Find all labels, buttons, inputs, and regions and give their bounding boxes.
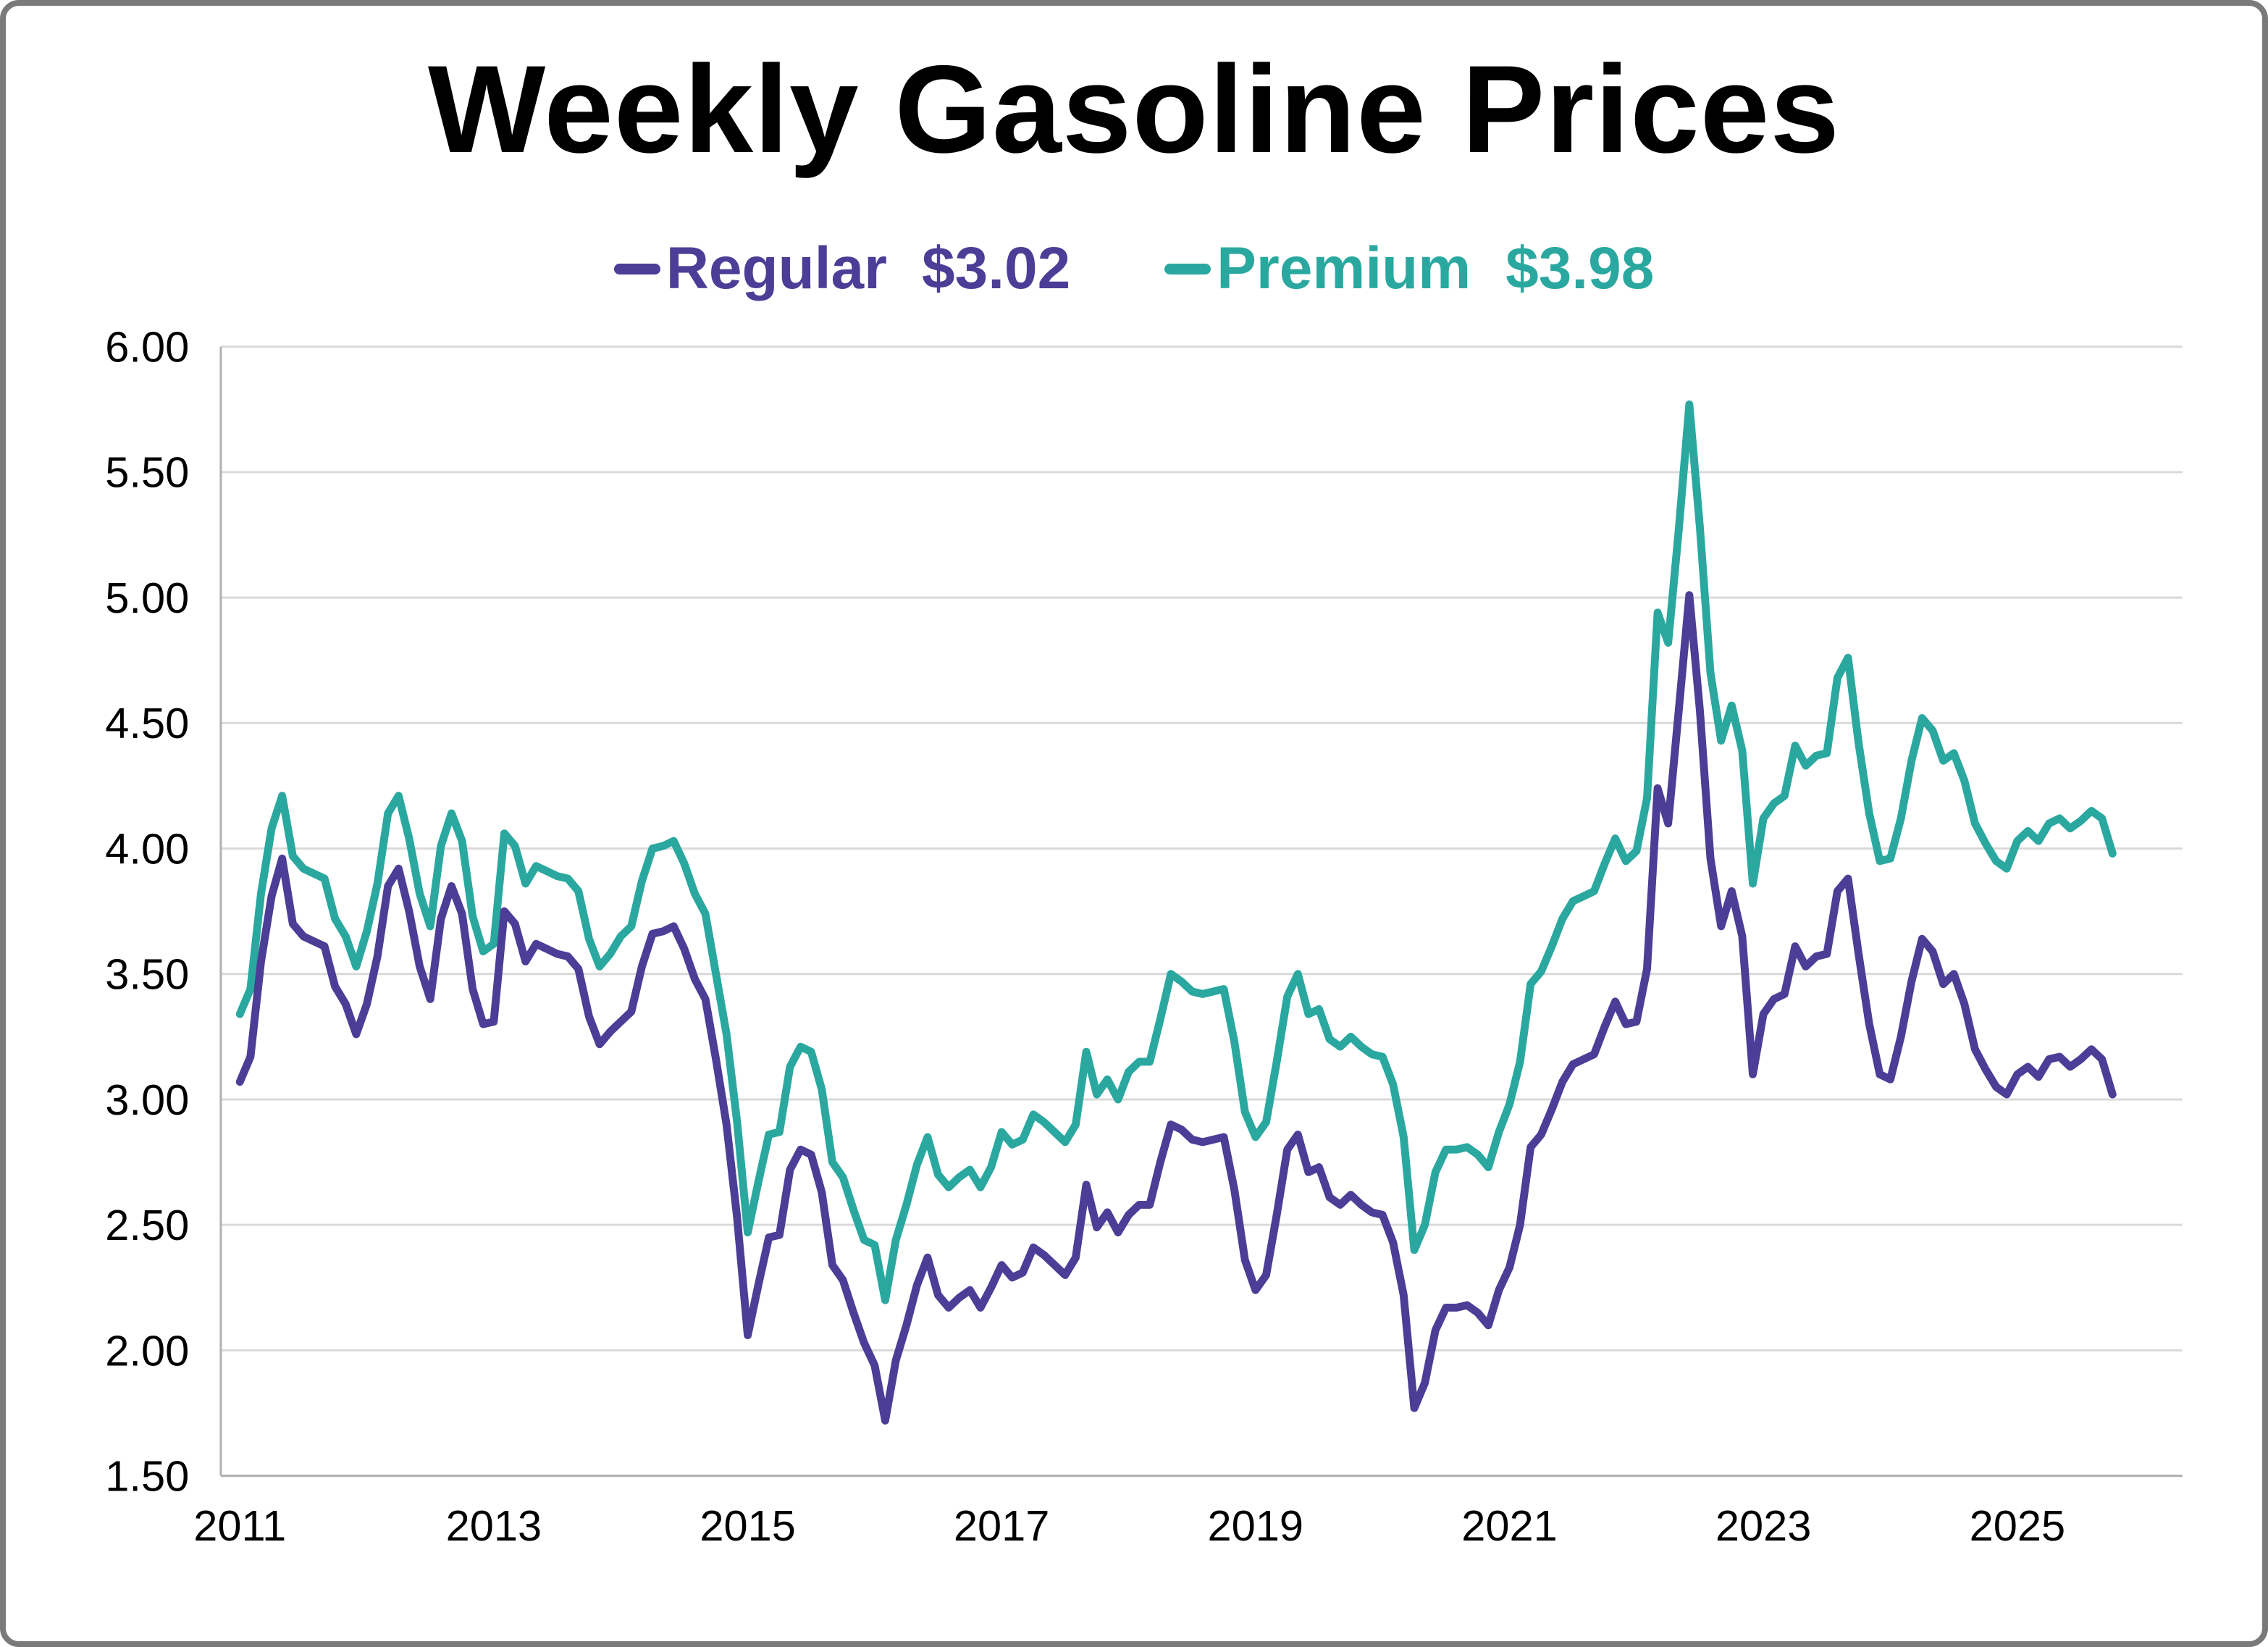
regular-price-line bbox=[235, 591, 2117, 1425]
y-axis-tick-label: 5.00 bbox=[105, 574, 189, 622]
x-axis-tick-label: 2019 bbox=[1208, 1501, 1304, 1550]
chart-title: Weekly Gasoline Prices bbox=[427, 40, 1841, 179]
legend-value-premium: $3.98 bbox=[1505, 235, 1655, 301]
legend-label-regular: Regular bbox=[665, 235, 887, 301]
y-axis-tick-label: 2.50 bbox=[105, 1201, 189, 1249]
y-axis-tick-label: 4.50 bbox=[105, 699, 189, 747]
x-axis-tick-label: 2011 bbox=[193, 1501, 286, 1550]
y-axis-tick-label: 3.00 bbox=[105, 1076, 189, 1124]
premium-line-swatch-icon bbox=[1164, 263, 1211, 274]
legend-item-regular: Regular $3.02 bbox=[613, 235, 1071, 303]
gasoline-price-line-chart: 1.50 2.00 2.50 3.00 3.50 4.00 4.50 5.00 5.50 6.00… bbox=[105, 323, 2183, 1550]
y-axis-tick-label: 2.00 bbox=[105, 1326, 189, 1375]
legend-item-premium: Premium $3.98 bbox=[1164, 235, 1654, 303]
y-axis-tick-label: 5.50 bbox=[105, 448, 189, 497]
x-axis-tick-label: 2023 bbox=[1715, 1501, 1812, 1550]
x-axis-tick-label: 2021 bbox=[1461, 1501, 1558, 1550]
x-axis-tick-label: 2013 bbox=[446, 1501, 542, 1550]
y-axis-tick-label: 3.50 bbox=[105, 950, 189, 999]
x-axis-tick-label: 2025 bbox=[1970, 1501, 2066, 1550]
legend-value-regular: $3.02 bbox=[922, 235, 1071, 301]
y-axis-tick-label: 1.50 bbox=[105, 1451, 189, 1500]
chart-legend: Regular $3.02 Premium $3.98 bbox=[6, 235, 2262, 303]
x-axis-tick-label: 2017 bbox=[954, 1501, 1050, 1550]
legend-label-premium: Premium bbox=[1217, 235, 1471, 301]
x-axis-tick-label: 2015 bbox=[700, 1501, 796, 1550]
regular-line-swatch-icon bbox=[613, 263, 660, 274]
y-axis-tick-label: 6.00 bbox=[105, 323, 189, 372]
premium-price-line bbox=[235, 400, 2117, 1304]
y-axis-tick-label: 4.00 bbox=[105, 824, 189, 873]
